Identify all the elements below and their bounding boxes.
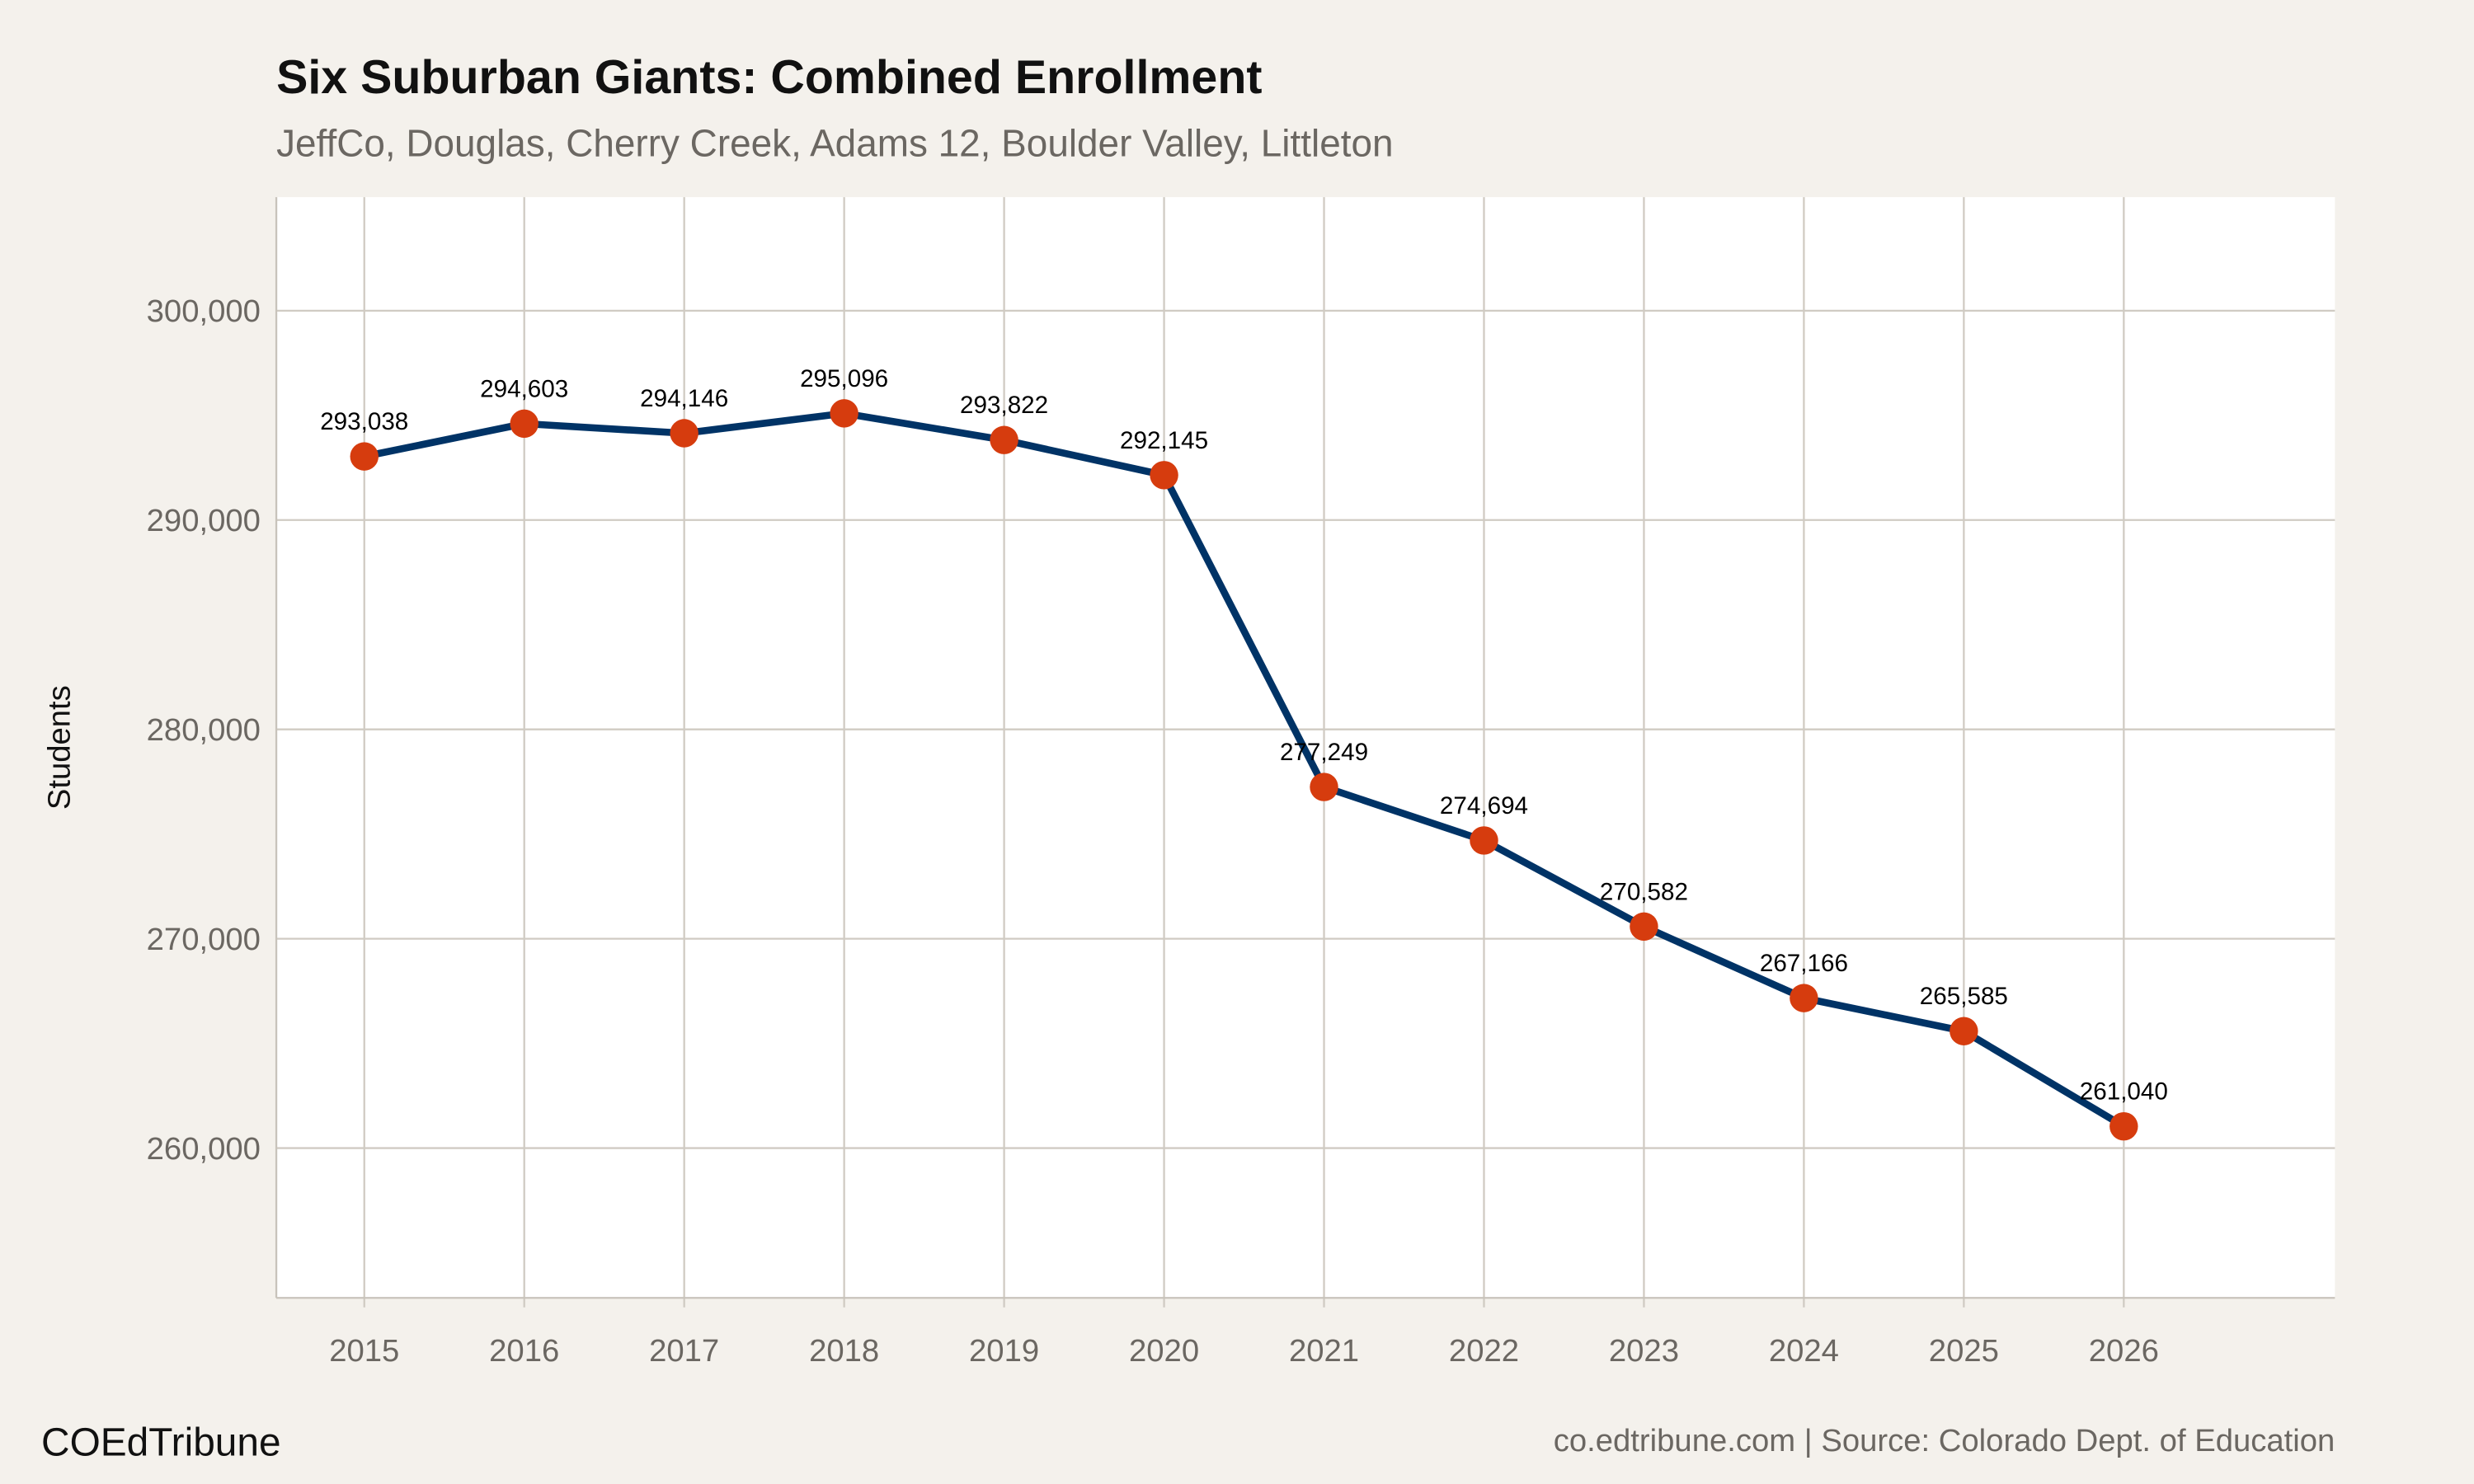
data-label: 267,166	[1760, 950, 1848, 977]
x-tick-label: 2016	[489, 1333, 559, 1369]
data-point	[1950, 1017, 1978, 1045]
data-label: 295,096	[800, 365, 888, 392]
series-enrollment: 293,038 294,603 294,146 295,096 293,822 292,1…	[320, 365, 2168, 1141]
x-tick-label: 2018	[809, 1333, 879, 1369]
data-label: 265,585	[1920, 983, 2008, 1010]
data-label: 293,038	[320, 408, 408, 435]
y-tick-label: 300,000	[147, 294, 261, 329]
data-point	[990, 425, 1018, 454]
data-point	[670, 419, 698, 448]
data-point	[2109, 1111, 2138, 1141]
x-tick-label: 2022	[1449, 1333, 1519, 1369]
x-tick-label: 2026	[2089, 1333, 2159, 1369]
source-note: co.edtribune.com | Source: Colorado Dept…	[1554, 1423, 2335, 1458]
brand-logo-text: COEdTribune	[41, 1421, 281, 1465]
data-label: 294,603	[480, 375, 568, 402]
data-label: 270,582	[1600, 878, 1688, 905]
x-tick-label: 2019	[969, 1333, 1039, 1369]
chart-title: Six Suburban Giants: Combined Enrollment	[276, 51, 1262, 104]
y-tick-labels: 260,000 270,000 280,000 290,000 300,000	[147, 294, 261, 1167]
data-label: 293,822	[960, 392, 1048, 419]
data-label: 292,145	[1120, 427, 1208, 454]
data-point	[1630, 912, 1658, 942]
y-tick-label: 260,000	[147, 1131, 261, 1167]
data-point	[1470, 826, 1498, 855]
x-tick-label: 2024	[1769, 1333, 1839, 1369]
data-point	[1310, 773, 1338, 801]
grid	[276, 197, 2335, 1308]
data-point	[830, 399, 858, 428]
x-tick-label: 2020	[1129, 1333, 1199, 1369]
series-line	[363, 410, 2126, 1129]
x-tick-label: 2015	[329, 1333, 399, 1369]
data-label: 277,249	[1280, 739, 1368, 766]
data-point	[1150, 461, 1178, 490]
data-point	[350, 442, 379, 471]
y-tick-label: 270,000	[147, 922, 261, 957]
y-tick-label: 280,000	[147, 712, 261, 748]
x-tick-label: 2025	[1929, 1333, 1999, 1369]
x-tick-label: 2021	[1289, 1333, 1359, 1369]
x-tick-label: 2017	[649, 1333, 719, 1369]
x-tick-labels: 2015 2016 2017 2018 2019 2020 2021 2022 2023 2024…	[329, 1333, 2159, 1369]
data-point	[510, 409, 539, 439]
y-axis-label: Students	[41, 685, 77, 810]
data-label: 261,040	[2080, 1078, 2168, 1106]
y-tick-label: 290,000	[147, 503, 261, 538]
x-tick-label: 2023	[1609, 1333, 1679, 1369]
chart-subtitle: JeffCo, Douglas, Cherry Creek, Adams 12,…	[276, 121, 1393, 164]
data-label: 294,146	[640, 385, 728, 412]
data-point	[1790, 984, 1818, 1012]
data-label: 274,694	[1440, 792, 1528, 819]
